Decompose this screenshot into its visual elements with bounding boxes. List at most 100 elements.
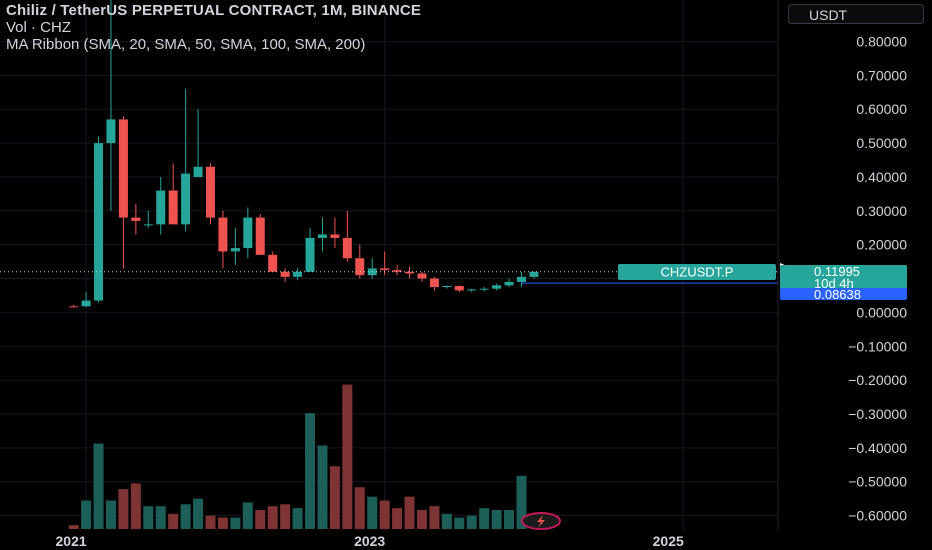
volume-bar xyxy=(155,506,166,529)
price-tick-label: −0.30000 xyxy=(848,406,907,422)
candle-body xyxy=(479,288,489,290)
candle xyxy=(492,283,502,291)
volume-bar xyxy=(454,517,465,529)
volume-bar xyxy=(242,502,253,529)
candle xyxy=(255,214,265,255)
candle-body xyxy=(330,234,340,238)
candle xyxy=(69,304,79,308)
candle-body xyxy=(193,166,203,177)
candle-body xyxy=(529,271,539,277)
candle xyxy=(429,276,439,291)
volume-bar xyxy=(105,500,116,529)
volume-bar xyxy=(193,498,204,529)
candle xyxy=(367,258,377,279)
candle xyxy=(193,109,203,177)
candle xyxy=(94,136,104,303)
candle-body xyxy=(317,234,327,238)
candle-body xyxy=(181,173,191,225)
candle xyxy=(280,268,290,282)
candle xyxy=(81,292,91,308)
time-scale[interactable]: 2021 2023 2025 xyxy=(56,533,684,549)
price-tick-label: 0.60000 xyxy=(856,101,907,117)
candle xyxy=(131,204,141,235)
volume-bar xyxy=(118,489,129,529)
symbol-title[interactable]: Chiliz / TetherUS PERPETUAL CONTRACT, 1M… xyxy=(6,2,422,19)
time-tick-label: 2021 xyxy=(56,533,87,549)
price-tick-label: 0.70000 xyxy=(856,67,907,83)
price-tick-label: −0.50000 xyxy=(848,474,907,490)
candle xyxy=(479,287,489,292)
volume-bar xyxy=(205,515,216,529)
volume-bar xyxy=(130,483,141,529)
price-tick-label: 0.40000 xyxy=(856,169,907,185)
volume-bar xyxy=(68,525,79,529)
volume-bar xyxy=(305,413,316,529)
candle xyxy=(405,266,415,279)
price-tick-label: 0.80000 xyxy=(856,34,907,50)
candle xyxy=(268,251,278,272)
candle xyxy=(317,217,327,252)
price-tick-label: −0.20000 xyxy=(848,372,907,388)
volume-bar xyxy=(416,510,427,529)
candle xyxy=(106,0,116,211)
volume-bar xyxy=(93,443,104,529)
candle xyxy=(355,244,365,279)
candle-body xyxy=(355,258,365,276)
candlesticks xyxy=(69,0,539,308)
candle-body xyxy=(492,285,502,289)
price-tick-label: 0.00000 xyxy=(856,304,907,320)
volume-bar xyxy=(255,510,266,529)
volume-bar xyxy=(404,496,415,529)
candle-body xyxy=(442,285,452,288)
candle xyxy=(181,88,191,232)
low-price-value: 0.08638 xyxy=(814,287,861,302)
candle-body xyxy=(230,248,240,252)
volume-bar xyxy=(479,508,490,529)
time-tick-label: 2023 xyxy=(354,533,385,549)
candle-body xyxy=(405,271,415,274)
candle xyxy=(305,227,315,272)
candle-body xyxy=(429,278,439,288)
candle xyxy=(156,176,166,235)
candle-body xyxy=(392,270,402,272)
candle-body xyxy=(517,276,526,282)
volume-bar xyxy=(392,508,403,529)
price-tick-label: −0.40000 xyxy=(848,440,907,456)
volume-legend[interactable]: Vol · CHZ xyxy=(6,19,72,36)
candle xyxy=(118,116,128,269)
lightning-icon[interactable] xyxy=(521,512,561,530)
candle-body xyxy=(206,166,215,218)
candle-body xyxy=(380,268,390,271)
candle-body xyxy=(168,190,178,225)
currency-button[interactable]: USDT xyxy=(788,4,924,24)
volume-bar xyxy=(504,510,515,529)
symbol-tag[interactable]: CHZUSDT.P xyxy=(618,264,776,280)
candle-body xyxy=(156,190,166,225)
candle xyxy=(454,285,464,293)
candle-body xyxy=(504,281,514,286)
low-price-label: 0.08638 xyxy=(780,287,907,302)
candle xyxy=(417,271,427,282)
price-tick-label: −0.10000 xyxy=(848,338,907,354)
candle xyxy=(392,264,402,276)
candle-body xyxy=(131,217,141,221)
volume-bar xyxy=(81,500,92,529)
symbol-tag-label: CHZUSDT.P xyxy=(661,265,734,280)
volume-bar xyxy=(292,508,303,529)
last-price-value: 0.11995 xyxy=(814,264,860,279)
candle xyxy=(467,288,477,293)
volume-bar xyxy=(180,504,191,529)
candle xyxy=(517,271,526,288)
volume-bar xyxy=(143,506,154,529)
candle-body xyxy=(94,143,104,301)
indicator-legend[interactable]: MA Ribbon (SMA, 20, SMA, 50, SMA, 100, S… xyxy=(6,36,366,53)
candle xyxy=(218,210,228,269)
volume-bar xyxy=(230,517,241,529)
candle xyxy=(442,285,452,289)
volume-bar xyxy=(354,487,365,529)
candle xyxy=(330,217,340,249)
candle-body xyxy=(342,237,352,259)
volume-bar xyxy=(367,496,378,529)
candle xyxy=(342,210,352,262)
